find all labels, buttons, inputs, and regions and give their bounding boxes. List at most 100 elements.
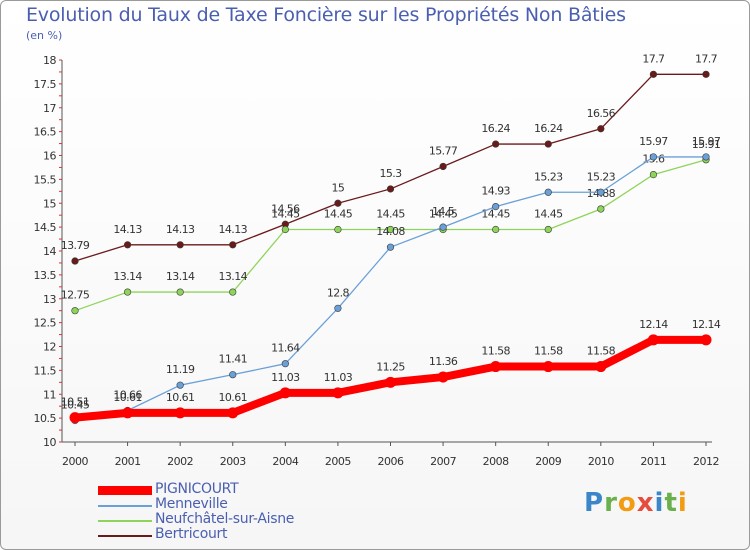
data-label-menneville: 10.66 bbox=[113, 388, 142, 401]
data-point-pignicourt bbox=[385, 376, 396, 388]
y-tick-label: 10 bbox=[43, 436, 56, 449]
data-label-menneville: 12.8 bbox=[327, 286, 350, 299]
data-label-menneville: 15.23 bbox=[534, 170, 563, 183]
logo-letter: o bbox=[617, 488, 637, 518]
data-point-neufchatel-sur-aisne bbox=[281, 225, 289, 234]
data-label-pignicourt: 11.58 bbox=[587, 345, 616, 358]
data-label-menneville: 11.19 bbox=[166, 363, 195, 376]
data-point-pignicourt bbox=[542, 361, 554, 373]
data-label-pignicourt: 11.03 bbox=[271, 371, 300, 384]
data-label-menneville: 14.08 bbox=[376, 225, 405, 238]
data-point-neufchatel-sur-aisne bbox=[649, 171, 658, 179]
data-point-neufchatel-sur-aisne bbox=[229, 288, 237, 296]
data-point-pignicourt bbox=[595, 361, 607, 373]
y-tick-label: 17 bbox=[43, 102, 56, 115]
x-tick-label: 2006 bbox=[378, 455, 404, 468]
x-tick-label: 2008 bbox=[483, 455, 509, 468]
data-label-pignicourt: 10.61 bbox=[166, 391, 195, 404]
y-tick-label: 13.5 bbox=[34, 269, 57, 282]
logo-letter: i bbox=[677, 488, 688, 518]
data-point-bertricourt bbox=[649, 70, 658, 78]
data-label-menneville: 15.23 bbox=[587, 170, 616, 183]
y-tick-label: 11 bbox=[43, 388, 56, 401]
y-tick-label: 16 bbox=[43, 150, 56, 163]
data-point-neufchatel-sur-aisne bbox=[123, 288, 132, 296]
data-point-bertricourt bbox=[334, 199, 342, 207]
data-point-pignicourt bbox=[700, 334, 712, 346]
data-label-menneville: 15.97 bbox=[639, 135, 668, 148]
logo-letter: r bbox=[604, 488, 618, 518]
data-label-bertricourt: 16.56 bbox=[587, 107, 616, 120]
y-tick-label: 16.5 bbox=[34, 126, 57, 139]
legend-swatch-neufchatel-sur-aisne bbox=[98, 520, 152, 522]
data-label-bertricourt: 13.79 bbox=[61, 239, 90, 252]
data-point-pignicourt bbox=[647, 334, 659, 346]
data-point-bertricourt bbox=[439, 162, 447, 171]
data-point-pignicourt bbox=[122, 407, 134, 419]
data-label-pignicourt: 11.58 bbox=[534, 345, 563, 358]
data-point-neufchatel-sur-aisne bbox=[176, 288, 184, 296]
data-label-pignicourt: 12.14 bbox=[639, 318, 668, 331]
legend-label-bertricourt: Bertricourt bbox=[155, 526, 228, 542]
data-label-bertricourt: 14.13 bbox=[219, 223, 248, 236]
x-tick-label: 2005 bbox=[325, 455, 351, 468]
x-tick-label: 2001 bbox=[115, 455, 141, 468]
y-tick-label: 10.5 bbox=[34, 412, 57, 425]
data-label-menneville: 10.45 bbox=[61, 399, 90, 412]
data-point-menneville bbox=[281, 360, 289, 368]
data-label-neufchatel-sur-aisne: 12.75 bbox=[61, 289, 90, 302]
data-label-neufchatel-sur-aisne: 13.14 bbox=[166, 270, 195, 283]
data-point-pignicourt bbox=[332, 387, 344, 399]
logo-letter: t bbox=[664, 488, 678, 518]
data-label-pignicourt: 10.61 bbox=[219, 391, 248, 404]
data-label-neufchatel-sur-aisne: 14.45 bbox=[481, 208, 510, 221]
x-tick-label: 2007 bbox=[430, 455, 456, 468]
data-label-pignicourt: 11.03 bbox=[324, 371, 353, 384]
data-point-menneville bbox=[176, 381, 184, 389]
proxiti-logo: Proxiti bbox=[584, 488, 688, 518]
data-label-neufchatel-sur-aisne: 13.14 bbox=[219, 270, 248, 283]
data-point-bertricourt bbox=[176, 241, 184, 249]
x-tick-label: 2012 bbox=[693, 455, 719, 468]
data-point-menneville bbox=[649, 153, 658, 161]
data-point-pignicourt bbox=[174, 407, 186, 419]
data-label-neufchatel-sur-aisne: 15.91 bbox=[692, 138, 721, 151]
data-label-bertricourt: 15 bbox=[332, 181, 345, 194]
data-point-bertricourt bbox=[229, 241, 237, 249]
x-tick-label: 2004 bbox=[272, 455, 298, 468]
y-axis-unit: (en %) bbox=[26, 29, 63, 42]
data-label-bertricourt: 17.7 bbox=[695, 52, 718, 65]
data-label-bertricourt: 15.3 bbox=[379, 167, 402, 180]
data-point-bertricourt bbox=[702, 70, 710, 78]
data-point-neufchatel-sur-aisne bbox=[492, 225, 500, 234]
data-label-bertricourt: 14.56 bbox=[271, 202, 300, 215]
data-label-pignicourt: 10.51 bbox=[61, 396, 90, 409]
data-point-bertricourt bbox=[492, 140, 500, 148]
y-tick-label: 14.5 bbox=[34, 221, 57, 234]
data-label-menneville: 11.64 bbox=[271, 342, 300, 355]
data-point-menneville bbox=[229, 371, 237, 379]
data-point-menneville bbox=[492, 202, 500, 211]
data-point-menneville bbox=[702, 153, 710, 161]
data-point-neufchatel-sur-aisne bbox=[597, 205, 605, 213]
data-point-pignicourt bbox=[279, 387, 291, 399]
y-tick-label: 18 bbox=[43, 54, 56, 67]
y-tick-label: 15.5 bbox=[34, 173, 57, 186]
data-point-neufchatel-sur-aisne bbox=[386, 225, 395, 234]
data-point-menneville bbox=[544, 188, 552, 196]
y-tick-label: 12 bbox=[43, 341, 56, 354]
data-label-menneville: 15.97 bbox=[692, 135, 721, 148]
legend-label-pignicourt: PIGNICOURT bbox=[155, 481, 239, 497]
data-point-menneville bbox=[334, 304, 342, 312]
x-tick-label: 2000 bbox=[62, 455, 88, 468]
data-point-neufchatel-sur-aisne bbox=[334, 225, 342, 234]
logo-letter: x bbox=[636, 488, 655, 518]
x-tick-label: 2002 bbox=[167, 455, 193, 468]
data-label-neufchatel-sur-aisne: 14.45 bbox=[376, 208, 405, 221]
y-tick-label: 11.5 bbox=[34, 364, 57, 377]
data-point-pignicourt bbox=[69, 412, 81, 424]
data-label-bertricourt: 17.7 bbox=[642, 52, 665, 65]
y-tick-label: 13 bbox=[43, 293, 56, 306]
data-point-bertricourt bbox=[386, 185, 395, 193]
